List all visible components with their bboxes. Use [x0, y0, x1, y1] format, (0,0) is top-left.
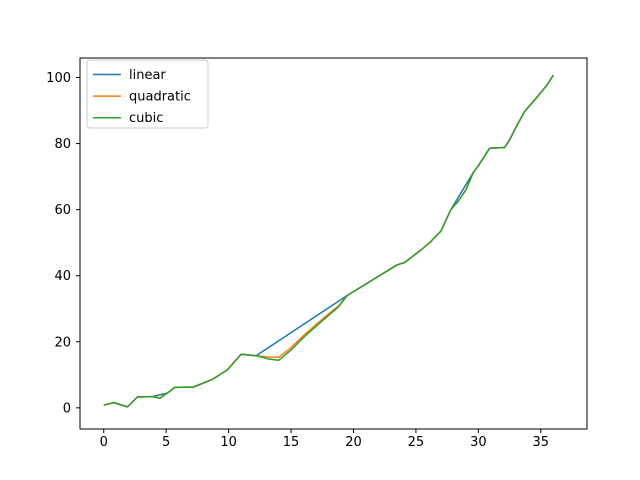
legend: linear quadratic cubic — [86, 59, 209, 129]
legend-item-cubic: cubic — [93, 111, 163, 126]
x-tick-label: 10 — [220, 435, 237, 450]
y-tick-label: 20 — [54, 335, 71, 350]
legend-item-quadratic: quadratic — [93, 90, 191, 105]
legend-item-linear: linear — [93, 68, 166, 83]
legend-label-linear: linear — [129, 68, 166, 83]
y-tick-label: 80 — [54, 137, 71, 152]
x-axis: 0 5 10 15 20 25 30 35 — [100, 429, 549, 450]
y-tick-label: 40 — [54, 269, 71, 284]
y-axis: 0 20 40 60 80 100 — [46, 71, 80, 416]
x-tick-label: 25 — [408, 435, 425, 450]
x-tick-label: 30 — [470, 435, 487, 450]
y-tick-label: 60 — [54, 203, 71, 218]
series-line-cubic — [103, 74, 554, 408]
y-tick-label: 100 — [46, 71, 71, 86]
legend-label-cubic: cubic — [129, 111, 163, 126]
x-tick-label: 20 — [345, 435, 362, 450]
x-tick-label: 5 — [162, 435, 170, 450]
x-tick-label: 0 — [100, 435, 108, 450]
plot-lines — [103, 74, 554, 408]
x-tick-label: 15 — [283, 435, 300, 450]
x-tick-label: 35 — [533, 435, 550, 450]
axes-spines — [79, 57, 588, 430]
legend-box — [86, 59, 209, 129]
legend-label-quadratic: quadratic — [129, 90, 191, 105]
axes-frame — [79, 57, 588, 430]
y-tick-label: 0 — [63, 401, 71, 416]
